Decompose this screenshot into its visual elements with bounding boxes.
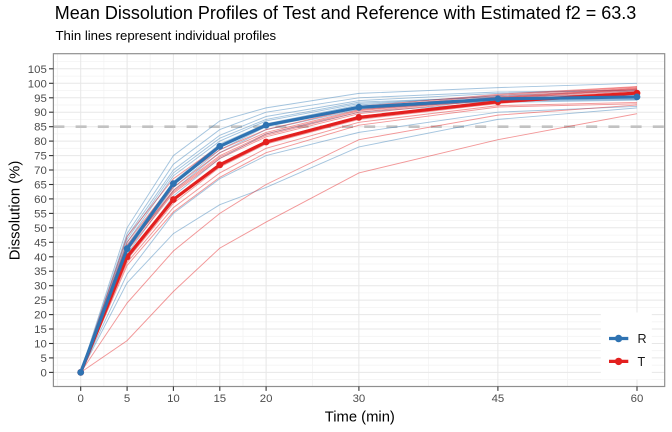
svg-text:95: 95 [34, 93, 47, 105]
svg-text:15: 15 [34, 324, 47, 336]
svg-text:Mean Dissolution Profiles of T: Mean Dissolution Profiles of Test and Re… [55, 3, 636, 23]
svg-text:45: 45 [34, 237, 47, 249]
svg-text:Dissolution (%): Dissolution (%) [8, 161, 24, 261]
svg-text:Thin lines represent individua: Thin lines represent individual profiles [56, 28, 277, 43]
svg-text:85: 85 [34, 122, 47, 134]
svg-text:55: 55 [34, 208, 47, 220]
svg-text:20: 20 [34, 310, 47, 322]
svg-text:75: 75 [34, 151, 47, 163]
svg-text:70: 70 [34, 165, 47, 177]
svg-text:40: 40 [34, 252, 47, 264]
svg-text:60: 60 [631, 393, 644, 405]
svg-text:0: 0 [40, 367, 46, 379]
svg-text:T: T [638, 355, 646, 369]
svg-text:30: 30 [34, 281, 47, 293]
svg-text:Time (min): Time (min) [325, 409, 395, 425]
svg-text:10: 10 [34, 339, 47, 351]
svg-text:90: 90 [34, 107, 47, 119]
svg-text:100: 100 [28, 78, 47, 90]
svg-text:25: 25 [34, 295, 47, 307]
svg-text:35: 35 [34, 266, 47, 278]
svg-text:105: 105 [28, 64, 47, 76]
svg-text:5: 5 [40, 353, 46, 365]
svg-text:30: 30 [353, 393, 366, 405]
svg-text:R: R [638, 332, 647, 346]
svg-text:65: 65 [34, 180, 47, 192]
svg-text:10: 10 [167, 393, 180, 405]
svg-text:50: 50 [34, 223, 47, 235]
svg-text:0: 0 [78, 393, 84, 405]
svg-text:60: 60 [34, 194, 47, 206]
svg-text:15: 15 [213, 393, 226, 405]
svg-text:80: 80 [34, 136, 47, 148]
svg-text:20: 20 [260, 393, 273, 405]
svg-text:5: 5 [124, 393, 130, 405]
svg-text:45: 45 [492, 393, 505, 405]
